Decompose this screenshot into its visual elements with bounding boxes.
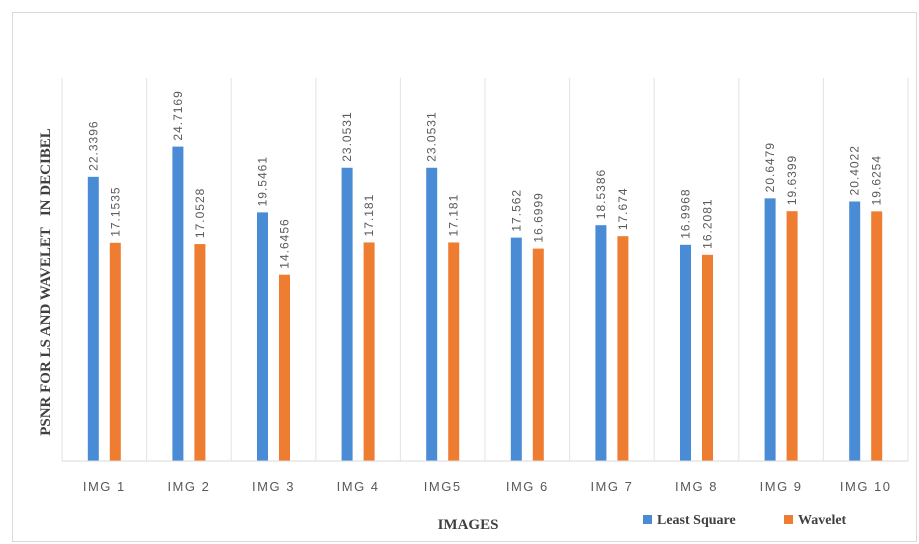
legend: Least Square Wavelet	[643, 513, 847, 528]
bar-least-square	[510, 237, 522, 461]
data-label-wavelet: 16.6999	[531, 192, 545, 242]
x-tick-labels: IMG 1 IMG 2 IMG 3 IMG 4 IMG5 IMG 6 IMG 7 IMG 8 I…	[83, 479, 892, 494]
data-label-least-square: 20.6479	[763, 142, 777, 192]
data-label-least-square: 23.0531	[425, 111, 439, 161]
bar-wavelet	[448, 242, 460, 461]
data-label-least-square: 16.9968	[679, 188, 693, 238]
x-tick-label: IMG 4	[337, 479, 380, 494]
data-label-wavelet: 17.0528	[193, 188, 207, 238]
x-tick-label: IMG 10	[840, 479, 892, 494]
bar-wavelet	[871, 211, 883, 461]
bar-wavelet	[702, 254, 713, 461]
x-axis-title: IMAGES	[438, 517, 499, 533]
bar-least-square	[595, 225, 607, 461]
legend-swatch-wavelet	[784, 515, 793, 524]
data-label-least-square: 18.5386	[594, 169, 608, 219]
bar-least-square	[172, 146, 184, 462]
x-tick-label: IMG 3	[252, 479, 295, 494]
x-tick-label: IMG 7	[590, 479, 633, 494]
x-tick-label: IMG 9	[760, 479, 803, 494]
bar-wavelet	[786, 211, 798, 461]
bar-wavelet	[532, 248, 544, 461]
data-label-wavelet: 14.6456	[278, 218, 292, 268]
data-label-least-square: 23.0531	[340, 111, 354, 161]
x-tick-label: IMG 2	[167, 479, 210, 494]
data-label-least-square: 20.4022	[848, 145, 862, 195]
x-tick-label: IMG 6	[506, 479, 549, 494]
bar-least-square	[87, 176, 99, 462]
data-label-wavelet: 19.6254	[870, 155, 884, 205]
data-labels: 22.3396 17.1535 24.7169 17.0528 19.5461 14.64…	[86, 90, 883, 268]
data-label-wavelet: 17.181	[362, 194, 376, 237]
data-label-wavelet: 17.1535	[108, 186, 122, 236]
data-label-least-square: 24.7169	[171, 90, 185, 140]
x-tick-label: IMG 8	[675, 479, 718, 494]
data-label-wavelet: 17.181	[447, 194, 461, 237]
y-axis-title: PSNR FOR LS AND WAVELET IN DECIBEL	[38, 128, 54, 436]
bar-least-square	[257, 212, 268, 461]
data-label-wavelet: 16.2081	[701, 198, 715, 248]
bar-least-square	[426, 167, 438, 461]
bar-wavelet	[109, 242, 121, 461]
grid-lines	[61, 78, 909, 461]
bar-wavelet	[617, 236, 629, 461]
x-tick-label: IMG5	[424, 479, 462, 494]
legend-label-least-square: Least Square	[657, 513, 736, 528]
data-label-wavelet: 17.674	[616, 187, 630, 230]
bar-least-square	[680, 244, 691, 461]
data-label-least-square: 22.3396	[86, 120, 100, 170]
bar-wavelet	[363, 242, 375, 461]
legend-label-wavelet: Wavelet	[798, 513, 847, 528]
data-label-least-square: 19.5461	[256, 156, 270, 206]
data-label-least-square: 17.562	[509, 189, 523, 232]
bars	[87, 146, 883, 462]
legend-swatch-least-square	[643, 515, 652, 524]
data-label-wavelet: 19.6399	[785, 155, 799, 205]
x-tick-label: IMG 1	[83, 479, 126, 494]
bar-least-square	[849, 201, 861, 461]
bar-wavelet	[194, 244, 206, 461]
bar-least-square	[341, 167, 353, 461]
bar-least-square	[764, 198, 776, 462]
bar-wavelet	[279, 274, 290, 461]
